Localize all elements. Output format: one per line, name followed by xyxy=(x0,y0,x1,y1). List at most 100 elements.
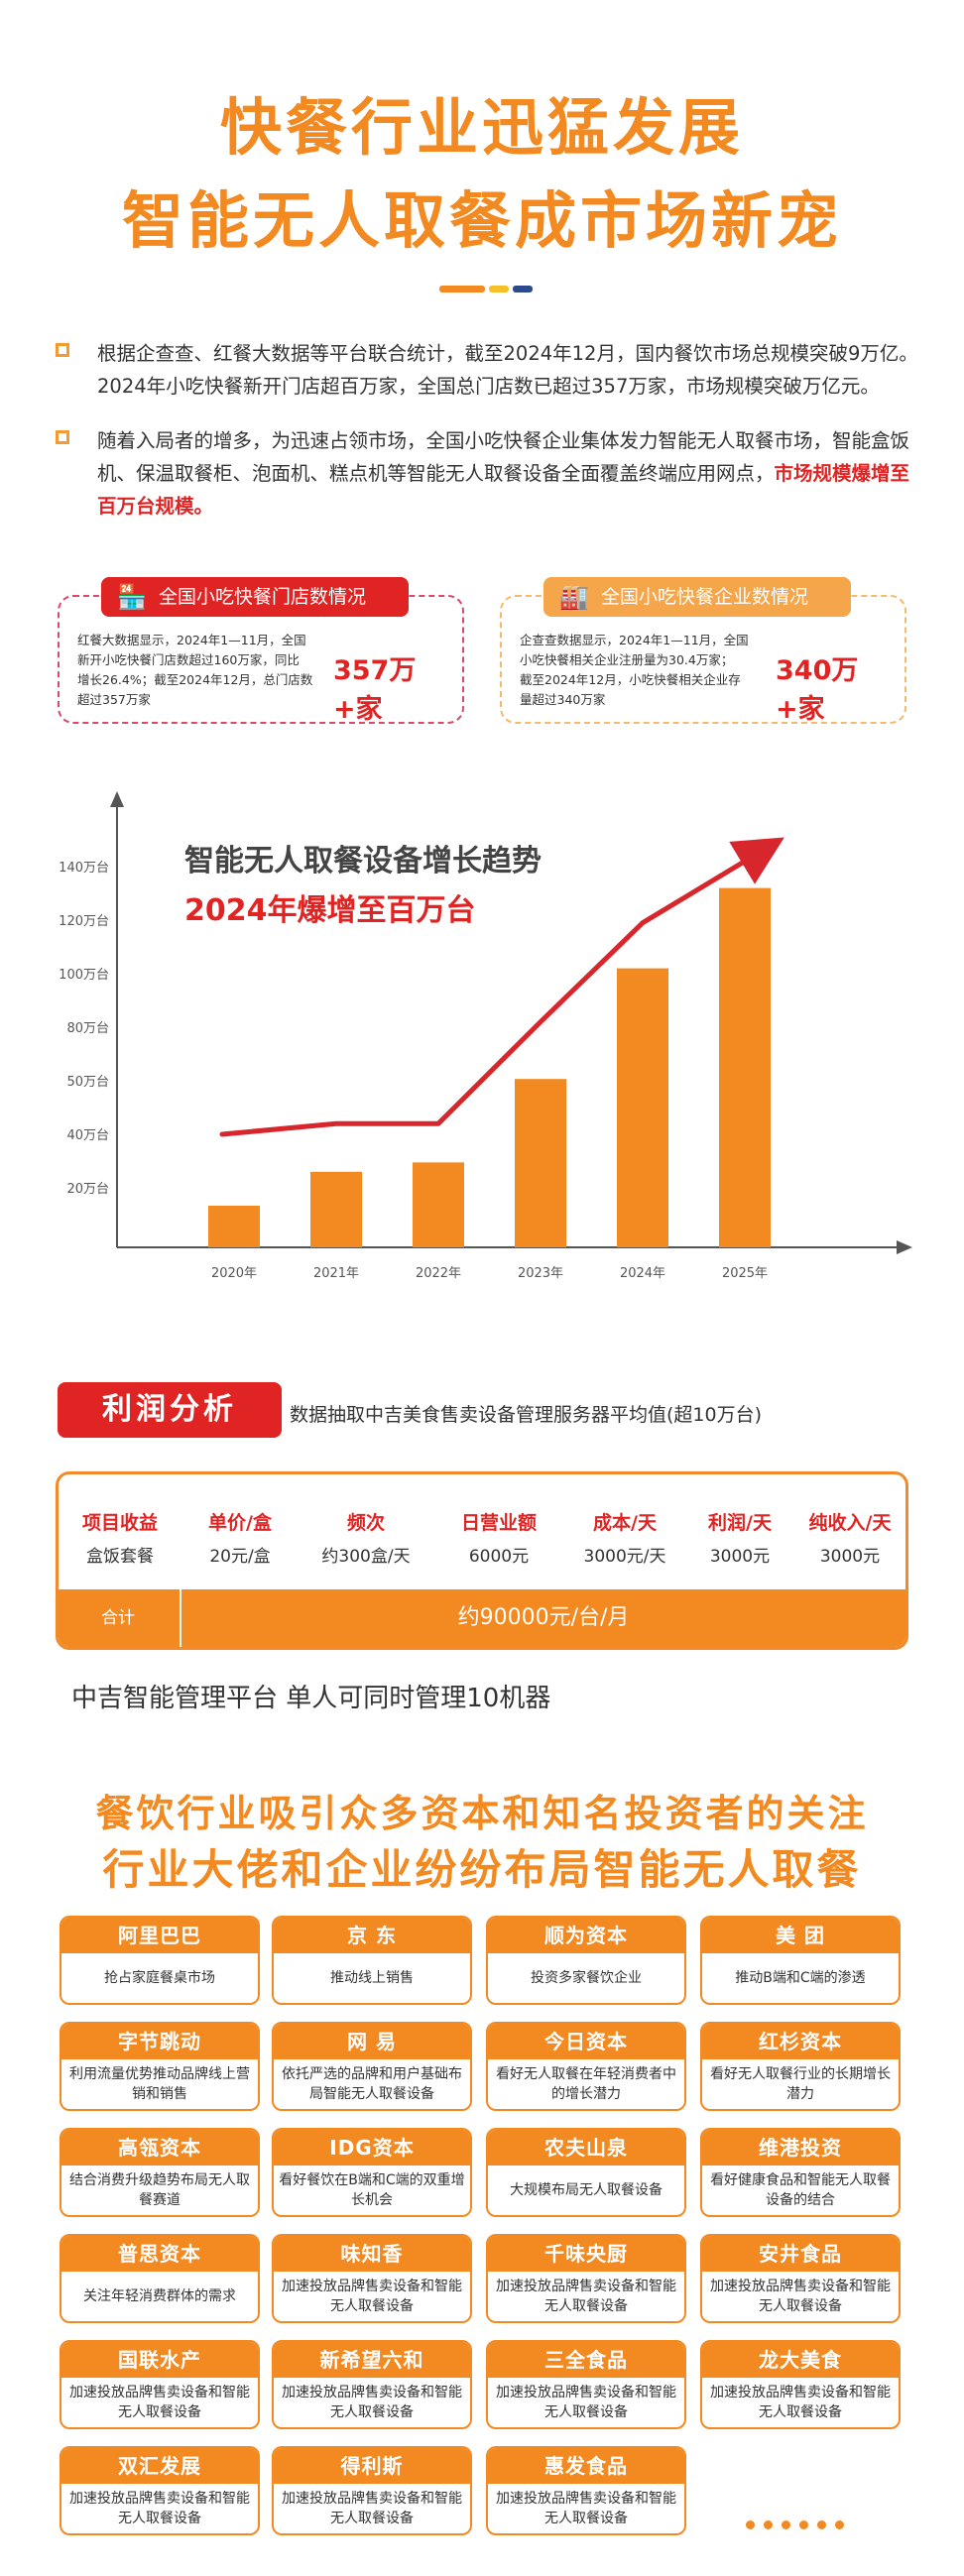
investor-desc: 推动线上销售 xyxy=(330,1970,414,1986)
x-tick-label: 2023年 xyxy=(518,1266,563,1281)
investor-desc: 加速投放品牌售卖设备和智能无人取餐设备 xyxy=(69,2491,250,2526)
investor-card: 维港投资看好健康食品和智能无人取餐设备的结合 xyxy=(700,2128,901,2217)
investor-card: 普思资本 关注年轻消费群体的需求 xyxy=(60,2234,260,2323)
investor-name: 味知香 xyxy=(274,2236,470,2272)
chart-bar xyxy=(310,1171,362,1247)
investor-desc: 大规模布局无人取餐设备 xyxy=(510,2182,663,2198)
profit-col-price: 单价/盒 20元/盒 xyxy=(208,1512,272,1567)
investor-desc: 投资多家餐饮企业 xyxy=(531,1970,642,1986)
profit-total-label: 合计 xyxy=(101,1608,135,1628)
profit-col-net: 纯收入/天 3000元 xyxy=(808,1512,892,1567)
enterprise-count-value: 340万+家 xyxy=(776,655,859,725)
investor-card: 得利斯 加速投放品牌售卖设备和智能无人取餐设备 xyxy=(272,2446,472,2535)
investor-desc: 依托严选的品牌和用户基础布局智能无人取餐设备 xyxy=(282,2066,462,2102)
investor-desc: 结合消费升级趋势布局无人取餐赛道 xyxy=(69,2172,250,2208)
investor-card: 顺为资本 投资多家餐饮企业 xyxy=(486,1916,686,2005)
investor-name: 今日资本 xyxy=(488,2024,684,2059)
checkbox-square-icon xyxy=(56,343,69,357)
investor-desc: 加速投放品牌售卖设备和智能无人取餐设备 xyxy=(496,2491,676,2526)
y-axis-arrow-icon xyxy=(110,791,124,807)
investor-name: 字节跳动 xyxy=(61,2024,258,2059)
investor-desc: 加速投放品牌售卖设备和智能无人取餐设备 xyxy=(710,2279,891,2314)
investor-card: 网 易依托严选的品牌和用户基础布局智能无人取餐设备 xyxy=(272,2022,472,2111)
investor-desc: 关注年轻消费群体的需求 xyxy=(83,2288,236,2304)
investor-card: 龙大美食 加速投放品牌售卖设备和智能无人取餐设备 xyxy=(700,2340,901,2429)
title-divider-segment xyxy=(439,286,485,293)
investor-card: 双汇发展加速投放品牌售卖设备和智能无人取餐设备 xyxy=(60,2446,260,2535)
investor-name: 维港投资 xyxy=(702,2130,899,2166)
investor-name: 双汇发展 xyxy=(61,2448,258,2484)
shop-icon: 🏪 xyxy=(117,583,147,611)
investor-card: 高瓴资本 结合消费升级趋势布局无人取餐赛道 xyxy=(60,2128,260,2217)
investor-card: 国联水产 加速投放品牌售卖设备和智能无人取餐设备 xyxy=(60,2340,260,2429)
profit-col-item: 项目收益 盒饭套餐 xyxy=(81,1512,158,1567)
investors-title-line2: 行业大佬和企业纷纷布局智能无人取餐 xyxy=(102,1845,862,1894)
factory-icon: 🏭 xyxy=(559,583,589,611)
chart-bar xyxy=(617,968,668,1247)
investor-card: 千味央厨 加速投放品牌售卖设备和智能无人取餐设备 xyxy=(486,2234,686,2323)
store-count-tag: 🏪 全国小吃快餐门店数情况 xyxy=(101,577,409,617)
investor-name: 农夫山泉 xyxy=(488,2130,684,2166)
investor-card: 农夫山泉大规模布局无人取餐设备 xyxy=(486,2128,686,2217)
investor-name: 京 东 xyxy=(274,1918,470,1953)
page-title-line1: 快餐行业迅猛发展 xyxy=(219,91,744,164)
enterprise-count-card: 企查查数据显示，2024年1—11月，全国 小吃快餐相关企业注册量为30.4万家… xyxy=(500,595,906,725)
profit-subtitle: 数据抽取中吉美食售卖设备管理服务器平均值(超10万台) xyxy=(290,1404,763,1426)
more-dots-icon xyxy=(746,2515,853,2533)
chart-subtitle: 2024年爆增至百万台 xyxy=(184,893,476,928)
investor-card: 京 东推动线上销售 xyxy=(272,1916,472,2005)
investor-name: 三全食品 xyxy=(488,2342,684,2378)
investor-desc: 看好无人取餐行业的长期增长潜力 xyxy=(710,2066,891,2102)
investor-name: 红杉资本 xyxy=(702,2024,899,2059)
profit-col-revenue: 日营业额 6000元 xyxy=(460,1512,537,1567)
investor-card: 惠发食品加速投放品牌售卖设备和智能无人取餐设备 xyxy=(486,2446,686,2535)
investor-name: 阿里巴巴 xyxy=(61,1918,258,1953)
x-tick-label: 2024年 xyxy=(620,1266,665,1281)
profit-col-profit: 利润/天 3000元 xyxy=(708,1512,772,1567)
investor-name: 安井食品 xyxy=(702,2236,899,2272)
title-divider-segment xyxy=(489,286,509,293)
bullet-text: 根据企查查、红餐大数据等平台联合统计，截至2024年12月，国内餐饮市场总规模突… xyxy=(97,342,918,398)
x-tick-label: 2020年 xyxy=(211,1266,257,1281)
profit-col-cost: 成本/天 3000元/天 xyxy=(583,1512,666,1567)
profit-table: 项目收益 盒饭套餐 单价/盒 20元/盒 频次 约300盒/天 日营业额 6000元 成… xyxy=(56,1471,908,1650)
investor-desc: 加速投放品牌售卖设备和智能无人取餐设备 xyxy=(710,2385,891,2420)
investor-card: 字节跳动 利用流量优势推动品牌线上营销和销售 xyxy=(60,2022,260,2111)
investor-card: 三全食品 加速投放品牌售卖设备和智能无人取餐设备 xyxy=(486,2340,686,2429)
investor-name: 网 易 xyxy=(274,2024,470,2059)
chart-bar xyxy=(413,1162,464,1247)
profit-total-value: 约90000元/台/月 xyxy=(457,1605,630,1630)
x-tick-label: 2025年 xyxy=(722,1266,768,1281)
bullet-highlight: 市场规模爆增至百万台规模。 xyxy=(97,462,910,518)
x-tick-label: 2021年 xyxy=(313,1266,359,1281)
investor-desc: 看好餐饮在B端和C端的双重增长机会 xyxy=(279,2172,465,2208)
investors-title-line1: 餐饮行业吸引众多资本和知名投资者的关注 xyxy=(95,1792,869,1835)
bullet-text: 随着入局者的增多，为迅速占领市场，全国小吃快餐企业集体发力智能无人取餐市场，智能… xyxy=(97,429,910,518)
investor-desc: 抢占家庭餐桌市场 xyxy=(104,1970,215,1986)
investor-card: 阿里巴巴抢占家庭餐桌市场 xyxy=(60,1916,260,2005)
investor-card: 红杉资本看好无人取餐行业的长期增长潜力 xyxy=(700,2022,901,2111)
bullet-market-size: 根据企查查、红餐大数据等平台联合统计，截至2024年12月，国内餐饮市场总规模突… xyxy=(56,337,918,407)
trend-line xyxy=(219,837,784,1137)
investor-name: IDG资本 xyxy=(274,2130,470,2166)
y-tick-label: 50万台 xyxy=(66,1075,109,1090)
bullet-market-growth: 随着入局者的增多，为迅速占领市场，全国小吃快餐企业集体发力智能无人取餐市场，智能… xyxy=(56,424,909,527)
growth-chart: 20万台 40万台 50万台 80万台 100万台 120万台 140万台 2020年 202… xyxy=(59,791,912,1281)
y-tick-label: 120万台 xyxy=(59,914,109,929)
page-title-line2: 智能无人取餐成市场新宠 xyxy=(121,184,842,257)
investor-card: 今日资本 看好无人取餐在年轻消费者中的增长潜力 xyxy=(486,2022,686,2111)
investor-card: 美 团推动B端和C端的渗透 xyxy=(700,1916,901,2005)
investor-name: 惠发食品 xyxy=(488,2448,684,2484)
investor-card: 安井食品加速投放品牌售卖设备和智能无人取餐设备 xyxy=(700,2234,901,2323)
profit-total-row: 合计 约90000元/台/月 xyxy=(59,1589,905,1647)
y-tick-label: 40万台 xyxy=(66,1128,109,1143)
chart-bar xyxy=(208,1206,260,1247)
x-axis-arrow-icon xyxy=(897,1240,912,1254)
management-note: 中吉智能管理平台 单人可同时管理10机器 xyxy=(71,1684,551,1713)
investor-desc: 推动B端和C端的渗透 xyxy=(735,1970,866,1986)
y-tick-label: 20万台 xyxy=(66,1182,109,1197)
investor-desc: 看好健康食品和智能无人取餐设备的结合 xyxy=(710,2172,891,2208)
title-divider-segment xyxy=(513,286,533,293)
investor-name: 千味央厨 xyxy=(488,2236,684,2272)
store-count-desc: 红餐大数据显示，2024年1—11月，全国 新开小吃快餐门店数超过160万家，同… xyxy=(77,633,313,707)
